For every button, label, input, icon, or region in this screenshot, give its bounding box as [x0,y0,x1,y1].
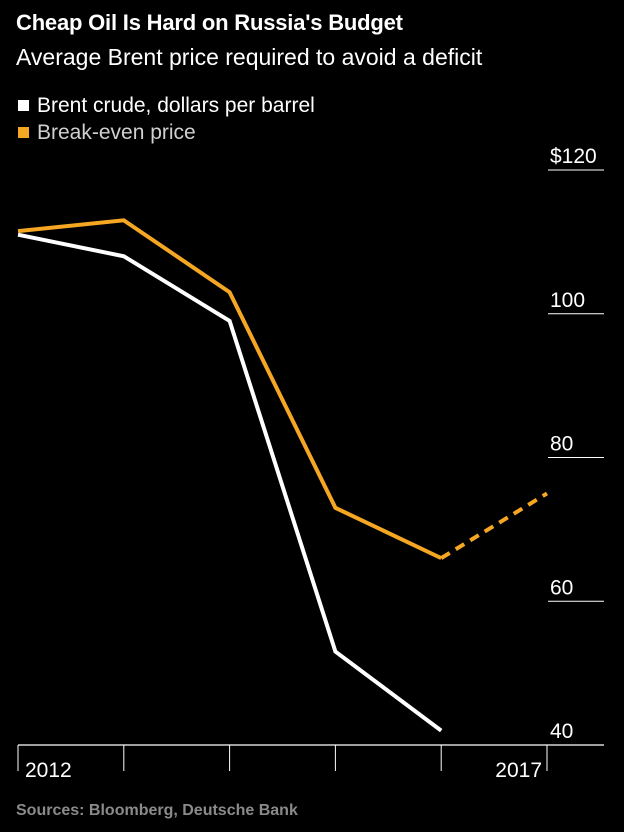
y-tick-label: 60 [550,576,573,599]
y-tick-label: 80 [550,433,573,456]
legend: Brent crude, dollars per barrel Break-ev… [18,92,315,146]
legend-label-breakeven: Break-even price [37,120,196,144]
chart-title: Cheap Oil Is Hard on Russia's Budget [16,10,403,35]
series-line-breakeven [17,218,443,560]
y-tick-label: $120 [550,145,597,168]
legend-item-breakeven: Break-even price [18,119,315,146]
series-line-breakeven-projected [440,491,549,560]
x-tick-label: 2017 [495,759,542,782]
x-axis: 2012 2017 [17,744,604,782]
x-tick-label: 2012 [25,759,72,782]
y-axis: $120 100 80 60 40 [548,145,604,746]
legend-swatch-breakeven [18,127,29,138]
y-tick-label: 40 [550,720,573,743]
y-tick-label: 100 [550,289,585,312]
legend-item-brent: Brent crude, dollars per barrel [18,92,315,119]
source-note: Sources: Bloomberg, Deutsche Bank [16,802,298,819]
chart-subtitle: Average Brent price required to avoid a … [16,44,483,70]
legend-label-brent: Brent crude, dollars per barrel [37,93,315,117]
series-line-brent [17,232,443,733]
legend-swatch-brent [18,100,29,111]
series-layer [17,218,549,733]
